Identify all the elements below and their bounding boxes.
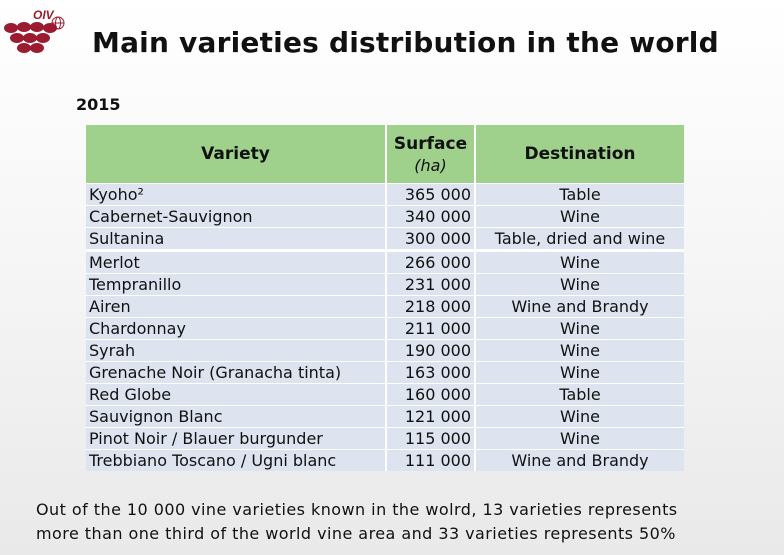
destination-cell: Wine [476, 205, 684, 227]
surface-cell: 340 000 [387, 205, 476, 227]
destination-cell: Wine [476, 405, 684, 427]
variety-cell: Grenache Noir (Granacha tinta) [86, 361, 387, 383]
destination-cell: Wine [476, 427, 684, 449]
surface-cell: 160 000 [387, 383, 476, 405]
surface-cell: 190 000 [387, 339, 476, 361]
table-row: Grenache Noir (Granacha tinta) 163 000 Win… [86, 361, 684, 383]
logo-text: OIV [33, 8, 54, 22]
variety-cell: Chardonnay [86, 317, 387, 339]
variety-cell: Kyoho² [86, 183, 387, 205]
varieties-table: Variety Surface (ha) Destination Kyoho² 3… [86, 125, 684, 471]
table-row: Red Globe 160 000 Table [86, 383, 684, 405]
surface-cell: 121 000 [387, 405, 476, 427]
surface-cell: 300 000 [387, 227, 476, 249]
surface-cell: 266 000 [387, 249, 476, 273]
variety-cell: Sultanina [86, 227, 387, 249]
grape-cluster-icon [4, 16, 65, 53]
table-row: Trebbiano Toscano / Ugni blanc 111 000 Win… [86, 449, 684, 471]
destination-cell: Wine [476, 317, 684, 339]
surface-cell: 111 000 [387, 449, 476, 471]
table-row: Tempranillo 231 000 Wine [86, 273, 684, 295]
footnote-line-2: more than one third of the world vine ar… [36, 524, 676, 543]
variety-cell: Cabernet-Sauvignon [86, 205, 387, 227]
destination-cell: Wine [476, 361, 684, 383]
oiv-logo: OIV [2, 4, 68, 62]
table-row: Airen 218 000 Wine and Brandy [86, 295, 684, 317]
table-row: Pinot Noir / Blauer burgunder 115 000 Wine [86, 427, 684, 449]
destination-cell: Table [476, 383, 684, 405]
surface-header-label: Surface [393, 133, 468, 154]
variety-cell: Tempranillo [86, 273, 387, 295]
surface-unit-label: (ha) [414, 155, 447, 175]
table-row: Chardonnay 211 000 Wine [86, 317, 684, 339]
table-header-row: Variety Surface (ha) Destination [86, 125, 684, 183]
footnote: Out of the 10 000 vine varieties known i… [36, 498, 781, 546]
footnote-line-1: Out of the 10 000 vine varieties known i… [36, 500, 678, 519]
table-row: Cabernet-Sauvignon 340 000 Wine [86, 205, 684, 227]
variety-cell: Airen [86, 295, 387, 317]
destination-cell: Wine and Brandy [476, 449, 684, 471]
column-header-destination: Destination [476, 125, 684, 183]
destination-cell: Wine [476, 339, 684, 361]
column-header-surface: Surface (ha) [387, 125, 476, 183]
surface-cell: 211 000 [387, 317, 476, 339]
variety-cell: Trebbiano Toscano / Ugni blanc [86, 449, 387, 471]
variety-cell: Pinot Noir / Blauer burgunder [86, 427, 387, 449]
surface-cell: 115 000 [387, 427, 476, 449]
page-title: Main varieties distribution in the world [92, 26, 719, 59]
year-label: 2015 [76, 95, 121, 114]
table-row: Merlot 266 000 Wine [86, 249, 684, 273]
table-row: Sultanina 300 000 Table, dried and wine [86, 227, 684, 249]
table-row: Sauvignon Blanc 121 000 Wine [86, 405, 684, 427]
variety-cell: Red Globe [86, 383, 387, 405]
surface-cell: 231 000 [387, 273, 476, 295]
variety-cell: Sauvignon Blanc [86, 405, 387, 427]
destination-cell: Table, dried and wine [476, 227, 684, 249]
table-row: Kyoho² 365 000 Table [86, 183, 684, 205]
surface-cell: 218 000 [387, 295, 476, 317]
variety-cell: Syrah [86, 339, 387, 361]
table-body: Kyoho² 365 000 Table Cabernet-Sauvignon 340 … [86, 183, 684, 471]
destination-cell: Table [476, 183, 684, 205]
surface-cell: 163 000 [387, 361, 476, 383]
destination-cell: Wine [476, 249, 684, 273]
surface-cell: 365 000 [387, 183, 476, 205]
variety-cell: Merlot [86, 249, 387, 273]
destination-cell: Wine and Brandy [476, 295, 684, 317]
column-header-variety: Variety [86, 125, 387, 183]
table-row: Syrah 190 000 Wine [86, 339, 684, 361]
destination-cell: Wine [476, 273, 684, 295]
